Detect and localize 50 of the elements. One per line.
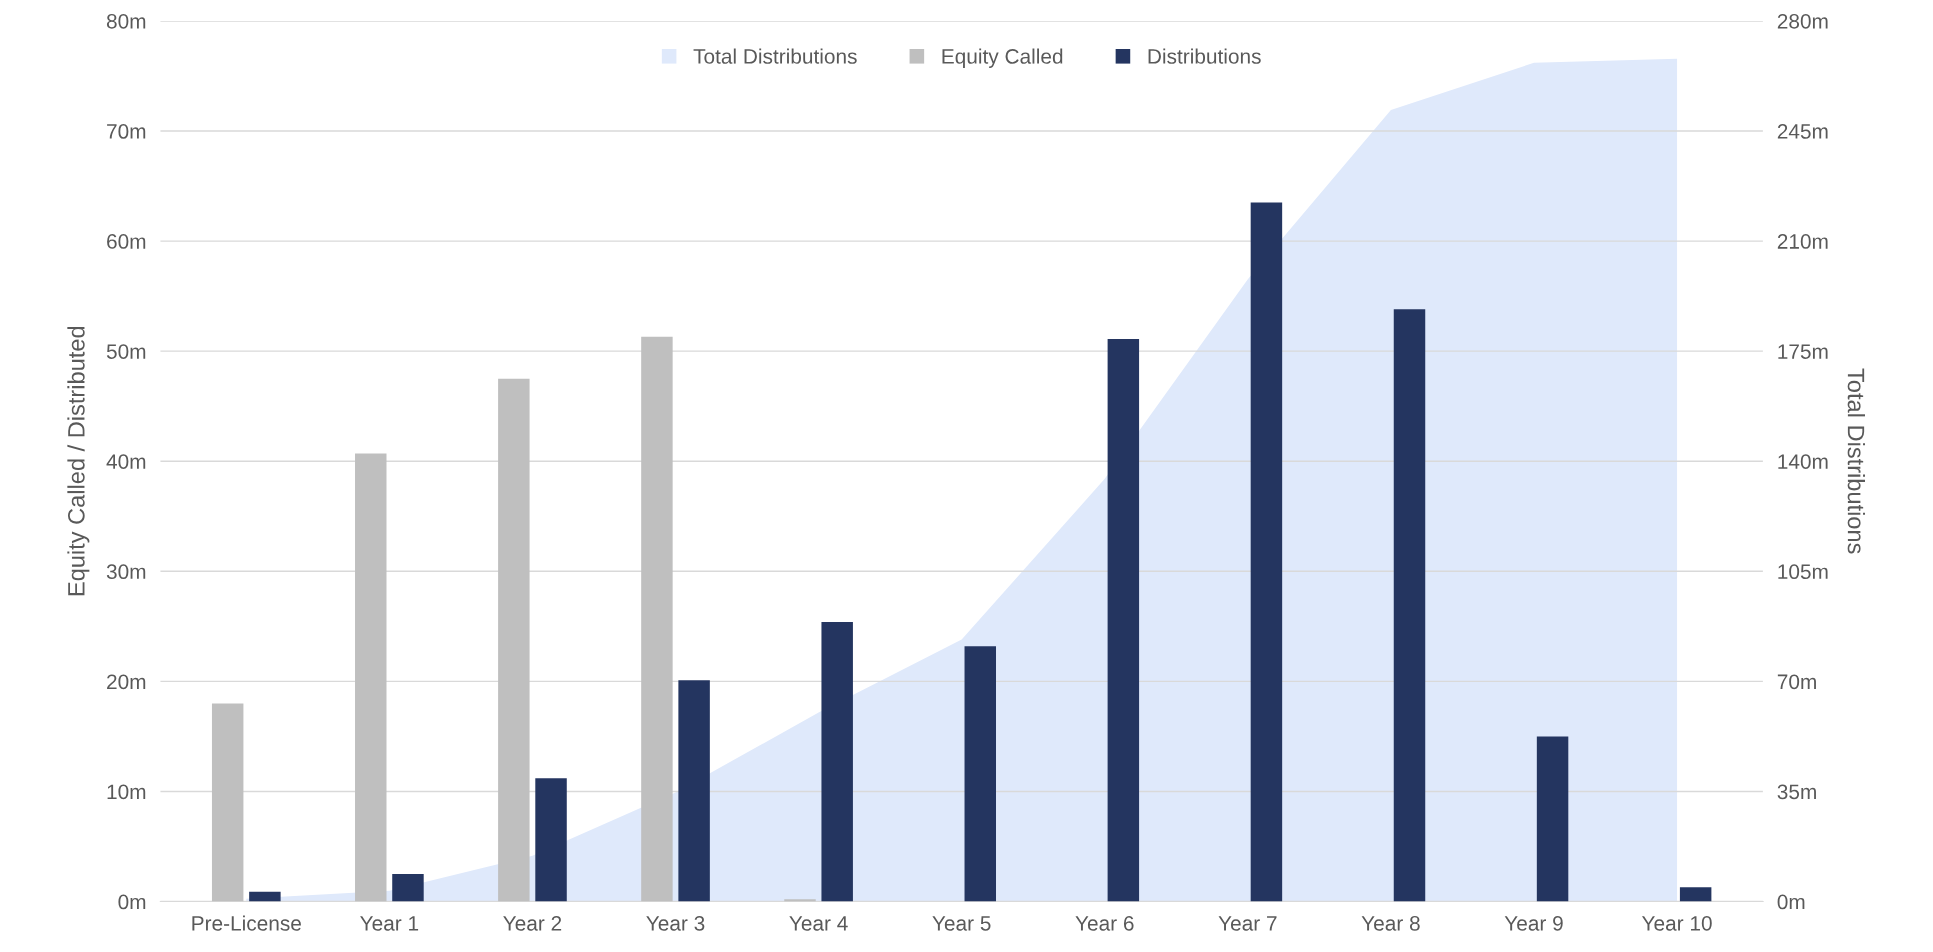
y-tick-label: 0m <box>118 894 146 910</box>
y2-tick-label: 105m <box>1778 564 1828 580</box>
y-tick-label: 10m <box>107 784 146 800</box>
x-tick-label: Year 2 <box>503 915 562 931</box>
x-tick-label: Year 5 <box>932 916 991 931</box>
legend-label: Equity Called <box>942 48 1063 68</box>
bar <box>964 646 997 902</box>
bar <box>1107 339 1140 902</box>
x-tick-label: Year 6 <box>1075 915 1134 931</box>
x-tick-label: Year 10 <box>1641 915 1712 931</box>
y-tick-label: 40m <box>106 454 146 469</box>
bar <box>641 336 673 902</box>
y-tick-label: 30m <box>106 564 146 580</box>
y-tick-label: 20m <box>107 674 146 690</box>
y-tick-label: 50m <box>106 344 146 359</box>
y-axis-title: Equity Called / Distributed <box>67 326 90 596</box>
y-tick-label: 60m <box>107 234 146 249</box>
y2-tick-label: 175m <box>1778 344 1828 359</box>
legend-label: Distributions <box>1148 48 1261 64</box>
y2-tick-label: 280m <box>1777 13 1828 29</box>
x-tick-label: Year 8 <box>1361 915 1420 931</box>
bar <box>821 621 853 902</box>
bar <box>784 899 816 902</box>
y2-tick-label: 210m <box>1777 234 1828 249</box>
x-tick-label: Pre-License <box>192 915 301 931</box>
y-tick-label: 80m <box>106 13 146 29</box>
bar <box>1393 309 1426 902</box>
x-tick-label: Year 7 <box>1218 916 1277 931</box>
bar <box>1536 736 1569 902</box>
bar <box>392 874 424 902</box>
bar <box>249 891 281 902</box>
x-tick-label: Year 1 <box>360 916 419 931</box>
bar <box>1679 887 1712 902</box>
x-tick-label: Year 4 <box>789 916 848 931</box>
y2-axis-title: Total Distributions <box>1847 368 1866 554</box>
bar <box>1250 202 1283 902</box>
x-tick-label: Year 3 <box>646 915 705 931</box>
y2-tick-label: 35m <box>1777 784 1816 800</box>
x-tick-label: Year 9 <box>1504 915 1563 931</box>
bar <box>678 680 710 902</box>
bar <box>211 703 244 902</box>
y2-tick-label: 70m <box>1777 674 1816 690</box>
bar <box>355 453 387 902</box>
y2-tick-label: 140m <box>1778 454 1828 469</box>
legend-label: Total Distributions <box>693 48 857 64</box>
y-tick-label: 70m <box>107 124 146 139</box>
y2-tick-label: 245m <box>1777 124 1828 139</box>
bar <box>498 378 530 902</box>
y2-tick-label: 0m <box>1777 894 1805 910</box>
bar <box>535 778 567 902</box>
